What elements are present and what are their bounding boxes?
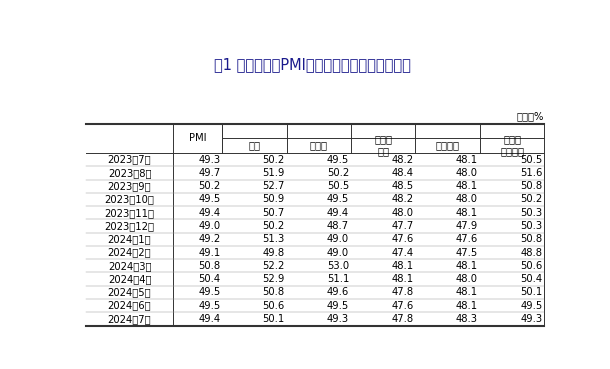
Text: 48.1: 48.1 [392, 274, 414, 284]
Text: 49.5: 49.5 [198, 194, 220, 204]
Text: 48.0: 48.0 [456, 168, 478, 178]
Text: 47.6: 47.6 [456, 234, 478, 244]
Text: 49.0: 49.0 [327, 234, 349, 244]
Text: 52.9: 52.9 [262, 274, 285, 284]
Text: 49.0: 49.0 [327, 248, 349, 258]
Text: 2024年3月: 2024年3月 [108, 261, 151, 271]
Text: 49.5: 49.5 [198, 287, 220, 297]
Text: 48.2: 48.2 [392, 194, 414, 204]
Text: 50.2: 50.2 [262, 221, 285, 231]
Text: 50.8: 50.8 [520, 181, 542, 191]
Text: 51.1: 51.1 [327, 274, 349, 284]
Text: 50.8: 50.8 [263, 287, 285, 297]
Text: 47.9: 47.9 [456, 221, 478, 231]
Text: 2024年1月: 2024年1月 [108, 234, 151, 244]
Text: 49.2: 49.2 [198, 234, 220, 244]
Text: 50.6: 50.6 [262, 301, 285, 311]
Text: 48.1: 48.1 [456, 155, 478, 165]
Text: 从业人员: 从业人员 [436, 141, 460, 151]
Text: 50.9: 50.9 [262, 194, 285, 204]
Text: 47.7: 47.7 [392, 221, 414, 231]
Text: 48.7: 48.7 [327, 221, 349, 231]
Text: 50.8: 50.8 [520, 234, 542, 244]
Text: 表1 中国制造业PMI及构成指数（经季节调整）: 表1 中国制造业PMI及构成指数（经季节调整） [214, 57, 411, 72]
Text: 2023年8月: 2023年8月 [108, 168, 151, 178]
Text: 48.1: 48.1 [456, 301, 478, 311]
Text: 48.8: 48.8 [520, 248, 542, 258]
Text: 49.7: 49.7 [198, 168, 220, 178]
Text: 50.5: 50.5 [520, 155, 542, 165]
Text: 50.1: 50.1 [520, 287, 542, 297]
Text: 49.5: 49.5 [327, 301, 349, 311]
Text: 50.2: 50.2 [327, 168, 349, 178]
Text: 48.1: 48.1 [456, 287, 478, 297]
Text: 49.8: 49.8 [263, 248, 285, 258]
Text: 49.3: 49.3 [198, 155, 220, 165]
Text: 50.1: 50.1 [262, 314, 285, 324]
Text: 49.6: 49.6 [327, 287, 349, 297]
Text: 49.5: 49.5 [198, 301, 220, 311]
Text: 2023年9月: 2023年9月 [108, 181, 151, 191]
Text: 50.8: 50.8 [198, 261, 220, 271]
Text: 48.5: 48.5 [392, 181, 414, 191]
Text: 50.4: 50.4 [520, 274, 542, 284]
Text: PMI: PMI [189, 134, 207, 144]
Text: 50.2: 50.2 [198, 181, 220, 191]
Text: 49.3: 49.3 [520, 314, 542, 324]
Text: 生产: 生产 [248, 141, 260, 151]
Text: 50.3: 50.3 [520, 221, 542, 231]
Text: 48.1: 48.1 [392, 261, 414, 271]
Text: 50.2: 50.2 [520, 194, 542, 204]
Text: 2023年7月: 2023年7月 [108, 155, 151, 165]
Text: 47.8: 47.8 [392, 314, 414, 324]
Text: 2024年7月: 2024年7月 [108, 314, 151, 324]
Text: 52.7: 52.7 [262, 181, 285, 191]
Text: 49.5: 49.5 [327, 194, 349, 204]
Text: 49.4: 49.4 [327, 208, 349, 218]
Text: 50.3: 50.3 [520, 208, 542, 218]
Text: 47.5: 47.5 [456, 248, 478, 258]
Text: 48.1: 48.1 [456, 181, 478, 191]
Text: 49.4: 49.4 [198, 314, 220, 324]
Text: 53.0: 53.0 [327, 261, 349, 271]
Text: 供应商
配送时间: 供应商 配送时间 [500, 135, 524, 156]
Text: 51.6: 51.6 [520, 168, 542, 178]
Text: 47.8: 47.8 [392, 287, 414, 297]
Text: 2023年12月: 2023年12月 [104, 221, 154, 231]
Text: 48.0: 48.0 [456, 274, 478, 284]
Text: 48.0: 48.0 [456, 194, 478, 204]
Text: 51.9: 51.9 [262, 168, 285, 178]
Text: 49.1: 49.1 [198, 248, 220, 258]
Text: 50.5: 50.5 [327, 181, 349, 191]
Text: 49.0: 49.0 [198, 221, 220, 231]
Text: 49.5: 49.5 [327, 155, 349, 165]
Text: 50.2: 50.2 [262, 155, 285, 165]
Text: 48.2: 48.2 [392, 155, 414, 165]
Text: 2024年4月: 2024年4月 [108, 274, 151, 284]
Text: 50.7: 50.7 [262, 208, 285, 218]
Text: 47.6: 47.6 [392, 234, 414, 244]
Text: 50.6: 50.6 [520, 261, 542, 271]
Text: 49.3: 49.3 [327, 314, 349, 324]
Text: 50.4: 50.4 [198, 274, 220, 284]
Text: 48.3: 48.3 [456, 314, 478, 324]
Text: 49.4: 49.4 [198, 208, 220, 218]
Text: 2024年2月: 2024年2月 [108, 248, 151, 258]
Text: 48.0: 48.0 [392, 208, 414, 218]
Text: 51.3: 51.3 [262, 234, 285, 244]
Text: 52.2: 52.2 [262, 261, 285, 271]
Text: 48.4: 48.4 [392, 168, 414, 178]
Text: 2023年11月: 2023年11月 [104, 208, 154, 218]
Text: 2024年6月: 2024年6月 [108, 301, 151, 311]
Text: 49.5: 49.5 [520, 301, 542, 311]
Text: 48.1: 48.1 [456, 208, 478, 218]
Text: 新订单: 新订单 [310, 141, 328, 151]
Text: 原材料
库存: 原材料 库存 [375, 135, 392, 156]
Text: 2024年5月: 2024年5月 [108, 287, 151, 297]
Text: 47.4: 47.4 [392, 248, 414, 258]
Text: 48.1: 48.1 [456, 261, 478, 271]
Text: 2023年10月: 2023年10月 [104, 194, 154, 204]
Text: 单位：%: 单位：% [517, 111, 544, 121]
Text: 47.6: 47.6 [392, 301, 414, 311]
